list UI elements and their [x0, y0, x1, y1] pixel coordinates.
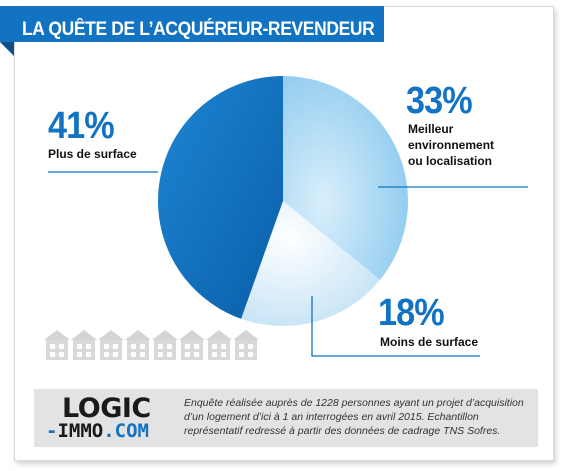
logo-dash: - — [46, 420, 58, 442]
house-window — [185, 352, 190, 357]
house-window — [59, 344, 64, 349]
pct-label-moins: 18% — [378, 292, 445, 334]
house-window — [248, 344, 253, 349]
title-banner-fold — [0, 42, 14, 56]
house-body — [127, 340, 149, 360]
category-label-line: environnement — [408, 138, 495, 152]
house-body — [46, 340, 68, 360]
pct-label-meilleur: 33% — [406, 80, 473, 122]
house-window — [194, 344, 199, 349]
category-label-meilleur: Meilleur environnement ou localisation — [408, 121, 494, 169]
house-window — [59, 352, 64, 357]
category-label-plus: Plus de surface — [48, 147, 137, 161]
page-title: LA QUÊTE DE L’ACQUÉREUR-REVENDEUR — [22, 19, 375, 40]
house-window — [221, 352, 226, 357]
category-label-line: ou localisation — [408, 154, 493, 168]
leader-line-moins — [311, 296, 480, 357]
house-window — [158, 352, 163, 357]
logo-logic: LOGIC — [62, 393, 151, 424]
house-window — [86, 344, 91, 349]
house-roof — [206, 330, 232, 340]
house-window — [50, 344, 55, 349]
house-roof — [179, 330, 205, 340]
house-window — [86, 352, 91, 357]
category-label-line: Meilleur — [408, 122, 454, 136]
house-window — [104, 352, 109, 357]
house-window — [248, 352, 253, 357]
house-window — [167, 352, 172, 357]
house-window — [77, 352, 82, 357]
house-roof — [44, 330, 70, 340]
houses-illustration — [44, 330, 259, 360]
house-body — [154, 340, 176, 360]
house-window — [221, 344, 226, 349]
pie-slice-meilleur — [283, 76, 408, 280]
house-window — [212, 344, 217, 349]
house-window — [140, 352, 145, 357]
house-body — [208, 340, 230, 360]
pie-slice-moins — [241, 201, 380, 326]
logo-immo-text: IMMO — [57, 420, 104, 442]
pct-label-plus: 41% — [48, 105, 115, 147]
house-window — [113, 352, 118, 357]
house-roof — [233, 330, 259, 340]
house-window — [194, 352, 199, 357]
house-window — [131, 344, 136, 349]
pie-slice-plus — [158, 76, 283, 319]
house-window — [113, 344, 118, 349]
house-roof — [125, 330, 151, 340]
house-window — [167, 344, 172, 349]
logo-immo: -IMMO.COM — [46, 422, 149, 441]
category-label-moins: Moins de surface — [380, 335, 479, 349]
house-window — [77, 344, 82, 349]
house-body — [235, 340, 257, 360]
footer-box: LOGIC -IMMO.COM Enquête réalisée auprès … — [34, 389, 538, 447]
house-window — [158, 344, 163, 349]
house-roof — [71, 330, 97, 340]
house-window — [50, 352, 55, 357]
house-window — [212, 352, 217, 357]
house-roof — [98, 330, 124, 340]
title-banner: LA QUÊTE DE L’ACQUÉREUR-REVENDEUR — [0, 6, 384, 42]
house-window — [239, 344, 244, 349]
house-body — [73, 340, 95, 360]
house-window — [104, 344, 109, 349]
house-roof — [152, 330, 178, 340]
house-body — [181, 340, 203, 360]
house-window — [131, 352, 136, 357]
logo-dotcom: .COM — [103, 420, 149, 442]
house-window — [185, 344, 190, 349]
house-window — [239, 352, 244, 357]
house-body — [100, 340, 122, 360]
house-window — [140, 344, 145, 349]
survey-note: Enquête réalisée auprès de 1228 personne… — [184, 397, 524, 437]
